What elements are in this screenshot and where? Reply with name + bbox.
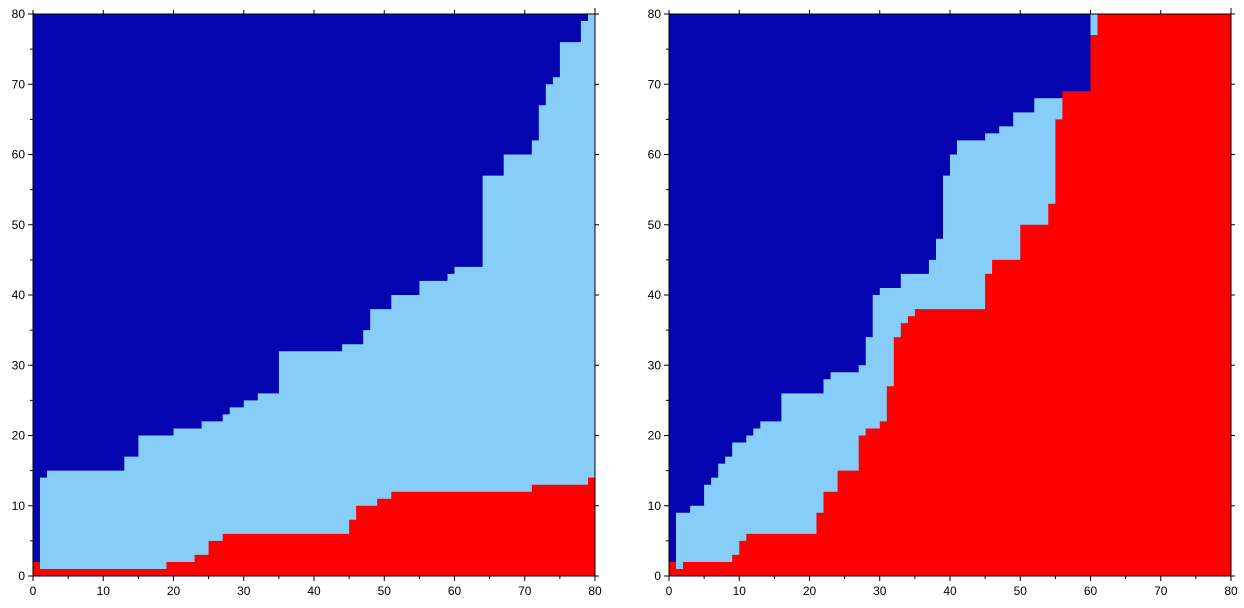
x-tick-label: 50 [378,584,392,598]
x-tick-label: 40 [943,584,957,598]
y-tick-label: 0 [18,569,25,583]
y-tick-label: 80 [648,7,662,21]
x-tick-label: 60 [448,584,462,598]
y-tick-label: 20 [12,429,26,443]
x-tick-label: 70 [518,584,532,598]
left-panel: 0 10 20 30 40 50 60 70 80 0 10 20 30 40 50 60 70 80 [12,7,602,598]
y-tick-label: 70 [12,77,26,91]
x-tick-label: 40 [307,584,321,598]
y-tick-label: 30 [648,358,662,372]
x-tick-label: 0 [666,584,673,598]
x-tick-label: 30 [873,584,887,598]
y-tick-label: 40 [12,288,26,302]
x-tick-label: 30 [237,584,251,598]
x-tick-label: 60 [1084,584,1098,598]
y-tick-label: 10 [648,499,662,513]
region-middle [33,14,595,576]
x-tick-label: 80 [588,584,602,598]
x-tick-label: 80 [1224,584,1238,598]
x-tick-label: 20 [803,584,817,598]
x-tick-label: 70 [1154,584,1168,598]
y-tick-label: 10 [12,499,26,513]
x-tick-label: 10 [733,584,747,598]
y-tick-label: 80 [12,7,26,21]
x-tick-label: 10 [97,584,111,598]
y-tick-label: 20 [648,429,662,443]
region-bottom [33,477,595,576]
y-tick-label: 60 [12,148,26,162]
x-tick-label: 0 [30,584,37,598]
y-tick-label: 70 [648,77,662,91]
y-tick-label: 0 [654,569,661,583]
y-tick-label: 50 [12,218,26,232]
y-tick-label: 60 [648,148,662,162]
region-bottom [669,14,1231,576]
right-panel: 0 10 20 30 40 50 60 70 80 0 10 20 30 40 50 60 70 80 [648,7,1238,598]
y-tick-label: 50 [648,218,662,232]
y-tick-label: 40 [648,288,662,302]
x-tick-label: 50 [1014,584,1028,598]
x-tick-label: 20 [167,584,181,598]
y-tick-label: 30 [12,358,26,372]
